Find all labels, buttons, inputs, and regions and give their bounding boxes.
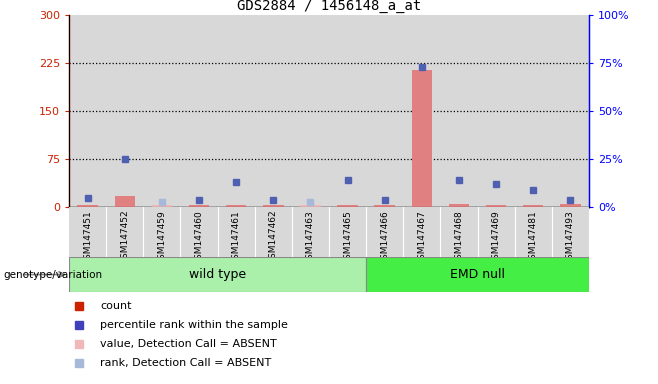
Text: GSM147460: GSM147460 [195,210,203,265]
Text: value, Detection Call = ABSENT: value, Detection Call = ABSENT [100,339,277,349]
Bar [403,15,440,207]
Text: GSM147468: GSM147468 [455,210,463,265]
Text: GSM147481: GSM147481 [529,210,538,265]
Text: GSM147452: GSM147452 [120,210,129,265]
Title: GDS2884 / 1456148_a_at: GDS2884 / 1456148_a_at [237,0,421,13]
Bar [143,15,180,207]
Bar [226,205,246,207]
Text: genotype/variation: genotype/variation [3,270,103,280]
Bar [515,207,552,257]
Bar [560,204,580,207]
Bar [552,207,589,257]
Bar [523,205,544,207]
Text: rank, Detection Call = ABSENT: rank, Detection Call = ABSENT [100,358,272,368]
Bar [189,205,209,207]
Bar [515,15,552,207]
Bar [292,15,329,207]
Bar [69,207,106,257]
Text: wild type: wild type [189,268,246,281]
Bar [403,207,440,257]
Bar [478,15,515,207]
Bar [552,15,589,207]
Bar [263,205,284,207]
Bar [440,15,478,207]
Bar [106,207,143,257]
Bar [449,204,469,207]
Text: count: count [100,301,132,311]
Bar [255,15,292,207]
Bar [255,207,292,257]
Bar [292,207,329,257]
Bar [69,15,106,207]
Text: GSM147493: GSM147493 [566,210,575,265]
Text: GSM147463: GSM147463 [306,210,315,265]
Bar [78,205,98,207]
Text: EMD null: EMD null [450,268,505,281]
Bar [180,15,218,207]
Bar [69,257,366,292]
Bar [338,205,358,207]
Bar [366,15,403,207]
Bar [114,196,135,207]
Bar [412,70,432,207]
Bar [366,257,589,292]
Bar [366,207,403,257]
Bar [143,207,180,257]
Text: GSM147462: GSM147462 [269,210,278,265]
Text: GSM147461: GSM147461 [232,210,241,265]
Text: GSM147459: GSM147459 [157,210,166,265]
Bar [374,205,395,207]
Bar [218,207,255,257]
Bar [180,207,218,257]
Bar [218,15,255,207]
Bar [106,15,143,207]
Bar [329,207,366,257]
Bar [478,207,515,257]
Text: GSM147467: GSM147467 [417,210,426,265]
Text: GSM147466: GSM147466 [380,210,389,265]
Bar [486,205,506,207]
Bar [329,15,366,207]
Text: GSM147465: GSM147465 [343,210,352,265]
Bar [152,205,172,207]
Bar [440,207,478,257]
Text: GSM147451: GSM147451 [83,210,92,265]
Text: GSM147469: GSM147469 [492,210,501,265]
Text: percentile rank within the sample: percentile rank within the sample [100,320,288,330]
Bar [300,205,320,207]
